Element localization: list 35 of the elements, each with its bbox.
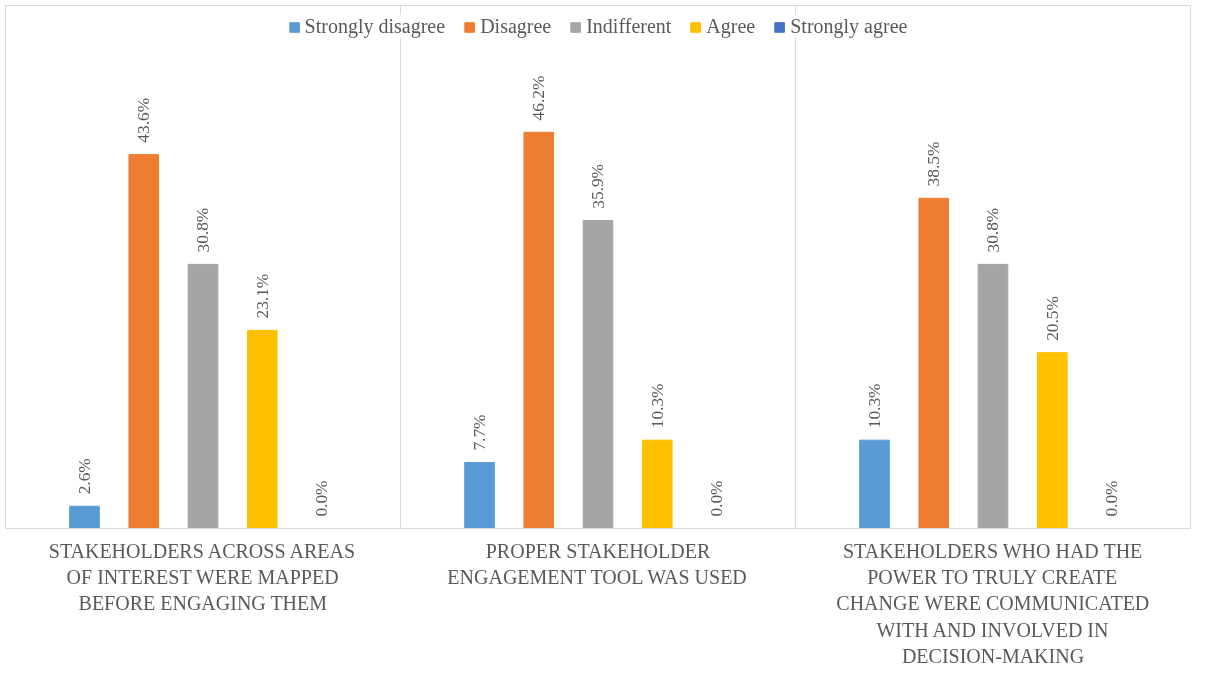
data-label: 30.8%: [983, 207, 1003, 253]
bar: [918, 197, 950, 529]
data-label: 10.3%: [865, 383, 884, 429]
data-label: 38.5%: [924, 141, 944, 187]
legend-label: Indifferent: [586, 15, 672, 38]
bar: [128, 154, 160, 529]
data-label: 30.8%: [193, 207, 213, 253]
data-label: 43.6%: [134, 97, 154, 143]
bar: [1036, 352, 1068, 529]
data-label: 20.5%: [1042, 296, 1062, 341]
bar: [69, 505, 100, 529]
data-label: 0.0%: [312, 480, 331, 517]
data-label: 0.0%: [1102, 480, 1121, 517]
legend-label: Disagree: [480, 15, 552, 38]
bar: [977, 263, 1009, 529]
bar: [641, 439, 673, 529]
x-tick-label: STAKEHOLDERS WHO HAD THE POWER TO TRULY CREATE CHANGE WERE COMMUNICATED WITH AND INVOLVED IN DECISION-MAKING: [836, 539, 1150, 668]
legend-label: Agree: [706, 15, 756, 38]
data-label: 0.0%: [707, 480, 726, 517]
data-label: 35.9%: [588, 163, 608, 209]
data-label: 2.6%: [75, 458, 94, 495]
bar: [187, 263, 219, 529]
x-tick-label: STAKEHOLDERS ACROSS AREAS OF INTEREST WERE MAPPED BEFORE ENGAGING THEM: [48, 539, 356, 615]
x-tick-label: PROPER STAKEHOLDER ENGAGEMENT TOOL WAS USED: [447, 539, 747, 588]
legend-label: Strongly disagree: [304, 15, 446, 38]
bar: [246, 329, 278, 529]
data-label: 23.1%: [252, 273, 272, 319]
legend-label: Strongly agree: [790, 15, 908, 38]
data-label: 7.7%: [470, 414, 489, 451]
bar: [523, 131, 555, 529]
data-label: 10.3%: [647, 383, 667, 429]
data-label: 46.2%: [529, 75, 549, 121]
bar: [859, 439, 890, 529]
bar: [464, 461, 495, 529]
bar: [582, 220, 614, 529]
